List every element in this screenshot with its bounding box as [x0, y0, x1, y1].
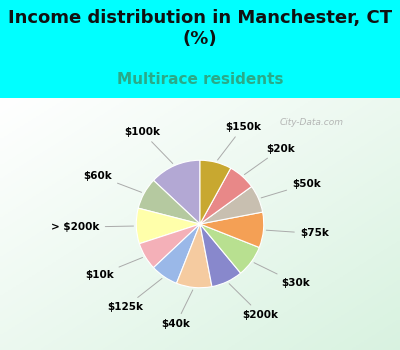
Text: $75k: $75k	[266, 229, 329, 238]
Text: > $200k: > $200k	[51, 222, 134, 232]
Wedge shape	[200, 160, 231, 224]
Text: $125k: $125k	[108, 279, 162, 312]
Wedge shape	[200, 224, 259, 273]
Wedge shape	[200, 212, 264, 247]
Text: $100k: $100k	[124, 127, 173, 163]
Wedge shape	[139, 224, 200, 268]
Wedge shape	[136, 208, 200, 244]
Wedge shape	[154, 160, 200, 224]
Text: $10k: $10k	[85, 258, 142, 280]
Text: $50k: $50k	[261, 179, 321, 198]
Text: $20k: $20k	[244, 144, 295, 175]
Text: $30k: $30k	[254, 263, 310, 288]
Wedge shape	[154, 224, 200, 283]
Text: $150k: $150k	[218, 122, 261, 160]
Text: City-Data.com: City-Data.com	[280, 118, 344, 127]
Text: $200k: $200k	[229, 284, 279, 320]
Wedge shape	[200, 187, 263, 224]
Wedge shape	[200, 168, 252, 224]
Text: Income distribution in Manchester, CT
(%): Income distribution in Manchester, CT (%…	[8, 9, 392, 48]
Text: Multirace residents: Multirace residents	[117, 72, 283, 87]
Text: $60k: $60k	[83, 171, 142, 192]
Wedge shape	[200, 224, 241, 287]
Wedge shape	[176, 224, 212, 288]
Wedge shape	[138, 180, 200, 224]
Text: $40k: $40k	[162, 290, 193, 329]
